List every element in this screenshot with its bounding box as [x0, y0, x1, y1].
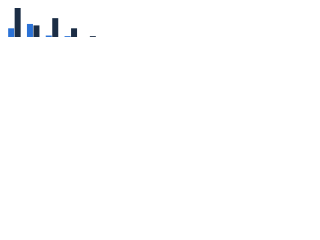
bar [45, 35, 52, 37]
bar [26, 23, 33, 37]
bar [52, 18, 59, 37]
bar [33, 25, 40, 37]
chart [8, 8, 96, 37]
bar [14, 8, 21, 37]
bar [71, 28, 78, 37]
page: {"chart_data": {"type": "bar", "categori… [0, 0, 100, 71]
bar [89, 36, 96, 37]
bar [8, 28, 15, 37]
bar [64, 36, 71, 37]
